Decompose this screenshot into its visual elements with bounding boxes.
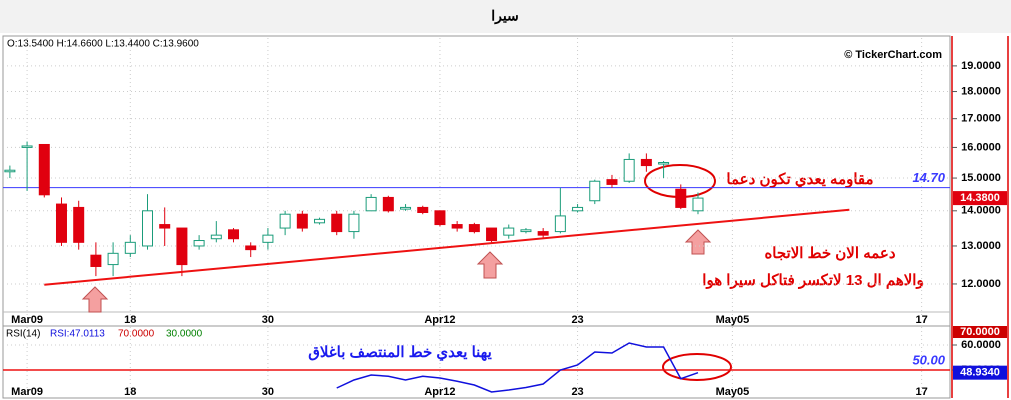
candle-body bbox=[468, 224, 480, 233]
x-tick-label: 17 bbox=[915, 314, 927, 326]
candle-body bbox=[228, 229, 240, 240]
arrow bbox=[476, 251, 504, 279]
arrow bbox=[81, 286, 109, 313]
candle-body bbox=[90, 254, 102, 267]
level-label: 70.0000 bbox=[960, 326, 1000, 338]
candle-body bbox=[486, 227, 498, 242]
hline-label: 14.70 bbox=[912, 170, 945, 185]
x-tick-label: 17 bbox=[915, 386, 927, 398]
annotation: دعمه الان خط الاتجاه bbox=[764, 245, 895, 262]
candle-body bbox=[159, 224, 171, 229]
x-tick-label: Mar09 bbox=[11, 314, 43, 326]
candle-body bbox=[124, 241, 136, 254]
x-tick-label: 18 bbox=[124, 314, 136, 326]
rsi-line bbox=[336, 342, 699, 393]
y-tick-label: 60.0000 bbox=[961, 339, 1001, 351]
trend-line bbox=[44, 208, 850, 286]
candle-body bbox=[296, 213, 308, 229]
candle-body bbox=[537, 231, 549, 236]
candle-body bbox=[554, 215, 566, 233]
last-value-box bbox=[953, 191, 1007, 206]
candle-body bbox=[245, 245, 257, 251]
x-tick-label: Apr12 bbox=[424, 314, 455, 326]
candle-body bbox=[262, 234, 274, 243]
y-tick-label: 19.0000 bbox=[961, 60, 1001, 72]
candle-body bbox=[520, 229, 532, 233]
candle-body bbox=[503, 227, 515, 236]
candle-body bbox=[107, 252, 119, 266]
candle-body bbox=[589, 180, 601, 202]
ohlc-info: O:13.5400 H:14.6600 L:13.4400 C:13.9600 bbox=[7, 39, 199, 50]
last-value-box bbox=[953, 365, 1007, 380]
candle-body bbox=[55, 203, 67, 243]
level-box bbox=[953, 326, 1007, 338]
candle-body bbox=[623, 158, 635, 182]
x-tick-label: 18 bbox=[124, 386, 136, 398]
candle-body bbox=[38, 143, 50, 196]
y-tick-label: 12.0000 bbox=[961, 278, 1001, 290]
annotation: والاهم ال 13 لاتكسر فتاكل سيرا هوا bbox=[702, 272, 923, 289]
y-tick-label: 17.0000 bbox=[961, 113, 1001, 125]
arrows bbox=[81, 229, 712, 313]
rsi-info: RSI:47.0113 bbox=[50, 329, 105, 340]
annotation: يهنا يعدي خط المنتصف باغلاق bbox=[308, 344, 492, 362]
candle-body bbox=[417, 206, 429, 213]
candle-body bbox=[606, 179, 618, 185]
candle-body bbox=[365, 196, 377, 212]
candle-body bbox=[400, 206, 412, 210]
last-value-label: 48.9340 bbox=[960, 367, 1000, 379]
candle-body bbox=[451, 224, 463, 229]
chart-title: سيرا bbox=[491, 8, 519, 25]
last-value-label: 14.3800 bbox=[960, 192, 1000, 204]
rsi-name: RSI(14) bbox=[6, 329, 40, 340]
candle-body bbox=[176, 227, 188, 266]
arrow bbox=[684, 229, 712, 255]
x-tick-label: 30 bbox=[262, 314, 274, 326]
candle-body bbox=[692, 197, 704, 212]
highlight-ellipse bbox=[662, 353, 732, 381]
y-tick-label: 16.0000 bbox=[961, 141, 1001, 153]
candle-body bbox=[572, 206, 584, 212]
candle-body bbox=[4, 169, 16, 173]
x-tick-label: May05 bbox=[716, 314, 750, 326]
title-bar bbox=[0, 0, 1011, 33]
x-tick-label: 23 bbox=[571, 314, 583, 326]
candle-body bbox=[73, 206, 85, 243]
candle-body bbox=[658, 162, 670, 165]
candle-body bbox=[382, 196, 394, 212]
x-tick-label: Mar09 bbox=[11, 386, 43, 398]
credit: © TickerChart.com bbox=[844, 49, 942, 61]
y-tick-label: 13.0000 bbox=[961, 240, 1001, 252]
candle-body bbox=[331, 213, 343, 233]
x-tick-label: Apr12 bbox=[424, 386, 455, 398]
candle-body bbox=[675, 188, 687, 208]
candle-body bbox=[348, 213, 360, 233]
annotation: مقاومه يعدي تكون دعما bbox=[726, 171, 873, 189]
candle-body bbox=[314, 218, 326, 224]
x-tick-label: May05 bbox=[716, 386, 750, 398]
candle-body bbox=[21, 145, 33, 148]
candle-body bbox=[210, 234, 222, 240]
hline-label: 50.00 bbox=[912, 352, 945, 367]
candle-body bbox=[193, 240, 205, 247]
y-tick-label: 15.0000 bbox=[961, 172, 1001, 184]
rsi-level: 70.0000 bbox=[118, 329, 155, 340]
rsi-panel bbox=[2, 325, 951, 399]
y-tick-label: 18.0000 bbox=[961, 85, 1001, 97]
candle-body bbox=[142, 210, 154, 247]
x-tick-label: 30 bbox=[262, 386, 274, 398]
candle-body bbox=[640, 158, 652, 167]
candle-body bbox=[434, 210, 446, 226]
candle-body bbox=[279, 213, 291, 229]
rsi-level: 30.0000 bbox=[166, 329, 203, 340]
y-tick-label: 14.0000 bbox=[961, 205, 1001, 217]
x-tick-label: 23 bbox=[571, 386, 583, 398]
